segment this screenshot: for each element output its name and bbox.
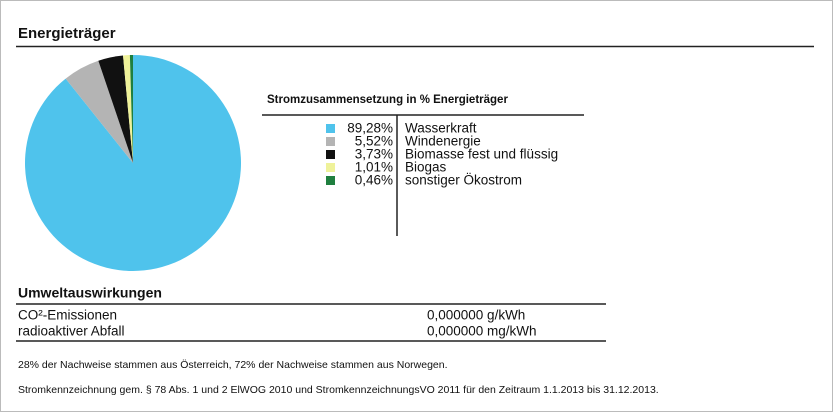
legend-swatch [326,176,335,185]
legend-value: 1,01% [355,160,393,175]
legend-label: Wasserkraft [405,121,477,136]
legend-swatch [326,150,335,159]
legend-label: Biogas [405,160,447,175]
pie-slice [123,55,133,163]
legend-value: 89,28% [347,121,393,136]
pie-slice [129,55,133,163]
environment-title: Umweltauswirkungen [18,285,162,301]
legend-title: Stromzusammensetzung in % Energieträger [267,94,508,106]
legend-value: 0,46% [355,173,393,188]
legend-swatch [326,137,335,146]
row-label: CO²-Emissionen [18,308,117,323]
section-title: Energieträger [18,25,116,42]
pie-slice [65,60,133,164]
note: Stromkennzeichnung gem. § 78 Abs. 1 und … [18,384,659,396]
row-label: radioaktiver Abfall [18,324,125,339]
row-value: 0,000000 g/kWh [427,308,525,323]
legend-label: Windenergie [405,134,481,149]
legend-swatch [326,163,335,172]
pie-slice [98,55,133,163]
legend-swatch [326,124,335,133]
legend-value: 3,73% [355,147,393,162]
row-value: 0,000000 mg/kWh [427,324,537,339]
legend-label: sonstiger Ökostrom [405,173,522,188]
note: 28% der Nachweise stammen aus Österreich… [18,359,448,371]
legend-label: Biomasse fest und flüssig [405,147,558,162]
legend-value: 5,52% [355,134,393,149]
